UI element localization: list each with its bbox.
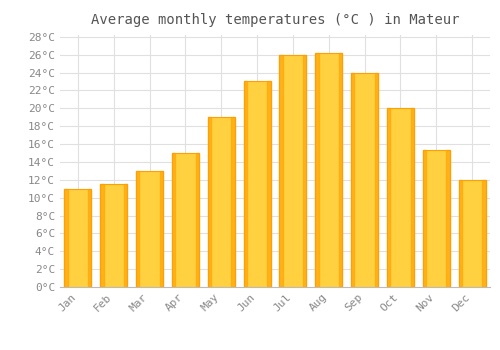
Bar [303,55,306,287]
Bar [136,171,163,287]
Bar [244,82,270,287]
Bar [196,153,199,287]
Bar [268,82,270,287]
Bar [387,108,414,287]
Bar [232,117,234,287]
Bar [172,153,199,287]
Bar [446,150,450,287]
Bar [88,189,92,287]
Bar [280,55,282,287]
Bar [351,72,378,287]
Bar [423,150,426,287]
Bar [410,108,414,287]
Bar [316,53,342,287]
Bar [100,184,103,287]
Bar [316,53,318,287]
Bar [208,117,234,287]
Bar [100,184,127,287]
Bar [351,72,354,287]
Bar [64,189,68,287]
Bar [244,82,247,287]
Bar [64,189,92,287]
Bar [458,180,462,287]
Bar [423,150,450,287]
Bar [172,153,175,287]
Bar [124,184,127,287]
Title: Average monthly temperatures (°C ) in Mateur: Average monthly temperatures (°C ) in Ma… [91,13,459,27]
Bar [280,55,306,287]
Bar [339,53,342,287]
Bar [482,180,486,287]
Bar [160,171,163,287]
Bar [375,72,378,287]
Bar [387,108,390,287]
Bar [458,180,485,287]
Bar [136,171,140,287]
Bar [208,117,211,287]
